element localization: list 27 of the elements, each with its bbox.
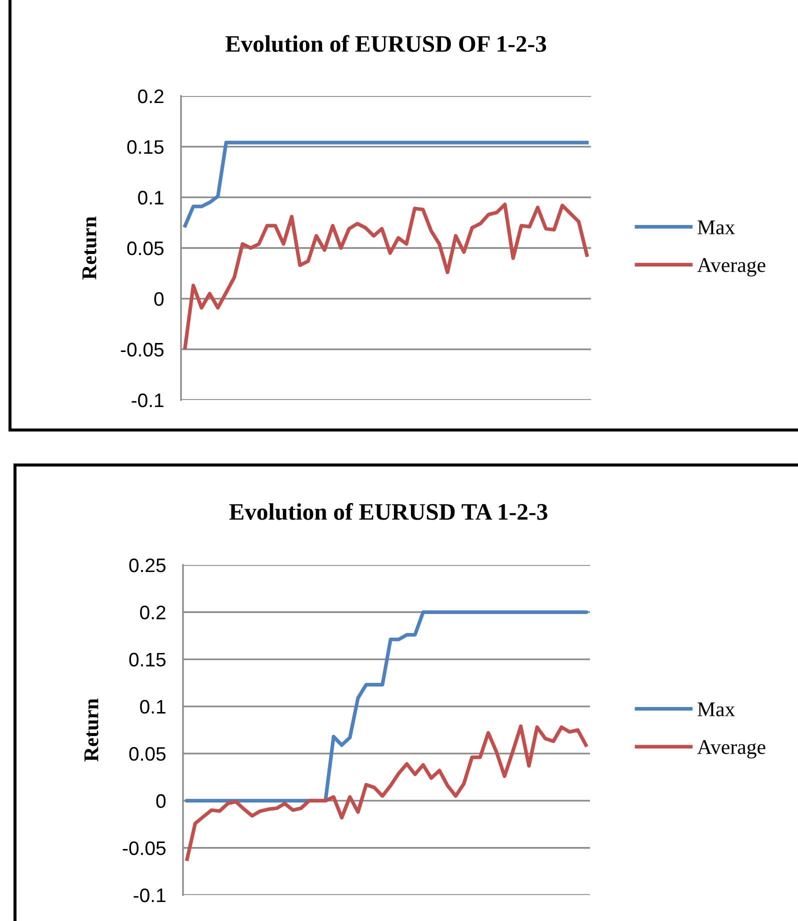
y-tick-label: 0.15 (129, 652, 166, 667)
line-series (185, 724, 588, 861)
y-tick-label: 0 (154, 292, 164, 306)
y-tick-label: 0.2 (140, 606, 166, 620)
y-tick-label: -0.1 (134, 888, 166, 902)
legend-label: Average (697, 740, 766, 758)
y-axis-title: Return (82, 216, 96, 280)
y-tick-label: -0.05 (122, 841, 166, 856)
line-series (185, 610, 588, 803)
y-tick-label: 0.2 (138, 89, 164, 104)
y-tick-label: -0.05 (120, 342, 164, 357)
y-tick-label: -0.1 (132, 393, 164, 408)
y-tick-label: 0.1 (140, 700, 166, 714)
legend-label: Max (698, 702, 735, 716)
legend-label: Average (697, 258, 766, 276)
y-tick-label: 0 (156, 794, 166, 808)
y-tick-label: 0.05 (127, 241, 164, 256)
legend-label: Max (698, 220, 735, 234)
chart-title: Evolution of EURUSD OF 1-2-3 (225, 35, 546, 52)
y-axis-title: Return (84, 698, 98, 762)
y-tick-label: 0.05 (129, 747, 166, 761)
y-tick-label: 0.1 (138, 190, 164, 205)
y-tick-label: 0.25 (129, 558, 166, 572)
y-tick-label: 0.15 (127, 140, 164, 154)
line-series (183, 202, 589, 350)
line-series (183, 140, 589, 228)
chart-title: Evolution of EURUSD TA 1-2-3 (229, 503, 548, 520)
